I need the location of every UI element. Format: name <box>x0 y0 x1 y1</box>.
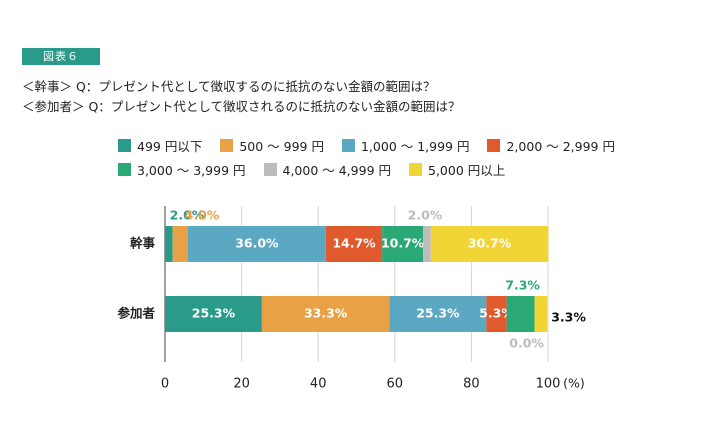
legend-label: 5,000 円以上 <box>428 162 506 178</box>
bar-segment <box>389 296 487 332</box>
legend-item: 500 ～ 999 円 <box>220 136 324 155</box>
data-label: 0.0% <box>509 336 544 351</box>
data-label: 5.3% <box>479 306 514 321</box>
bar-segment <box>165 226 173 262</box>
legend-item: 4,000 ～ 4,999 円 <box>263 160 392 179</box>
data-label: 25.3% <box>416 306 460 321</box>
question-organizer: ＜幹事＞ Q：プレゼント代として徴収するのに抵抗のない金額の範囲は？ <box>22 79 436 94</box>
legend-item: 5,000 円以上 <box>409 160 505 179</box>
data-label: 4.0% <box>185 208 220 223</box>
bar-segment <box>261 296 390 332</box>
legend-swatch <box>409 162 422 176</box>
data-label: 30.7% <box>468 236 512 251</box>
legend-item: 3,000 ～ 3,999 円 <box>118 160 246 179</box>
legend-swatch <box>118 162 131 176</box>
data-label: 25.3% <box>192 306 236 321</box>
data-label: 10.7% <box>381 236 425 251</box>
bar-segment <box>187 226 326 262</box>
data-label: 3.3% <box>551 310 586 325</box>
data-label: 33.3% <box>304 306 348 321</box>
legend-row-2: 3,000 ～ 3,999 円 4,000 ～ 4,999 円 5,000 円以… <box>118 157 678 181</box>
data-label: 7.3% <box>505 278 540 293</box>
legend-label: 1,000 ～ 1,999 円 <box>360 138 470 154</box>
bar-segment <box>506 296 535 332</box>
x-tick-label: 60 <box>387 377 404 392</box>
x-tick-label: 0 <box>161 377 169 392</box>
data-label: 2.0% <box>408 208 443 223</box>
chart-legend: 499 円以下 500 ～ 999 円 1,000 ～ 1,999 円 2,00… <box>118 133 678 181</box>
bar-segment <box>325 226 383 262</box>
legend-swatch <box>263 162 277 176</box>
legend-swatch <box>118 138 131 152</box>
legend-item: 2,000 ～ 2,999 円 <box>487 136 615 155</box>
bar-segment <box>382 226 424 262</box>
x-tick-label: 100 <box>536 377 561 392</box>
legend-item: 1,000 ～ 1,999 円 <box>341 136 470 155</box>
bar-segment <box>165 296 262 332</box>
bar-segment <box>486 296 507 332</box>
legend-swatch <box>487 138 501 152</box>
x-tick-label: 20 <box>233 377 250 392</box>
category-label: 参加者 <box>117 306 155 321</box>
legend-label: 500 ～ 999 円 <box>239 138 324 154</box>
legend-label: 3,000 ～ 3,999 円 <box>137 162 246 178</box>
question-participant: ＜参加者＞ Q：プレゼント代として徴収されるのに抵抗のない金額の範囲は？ <box>22 99 461 114</box>
figure-tag: 図表６ <box>22 48 100 65</box>
data-label: 36.0% <box>235 236 279 251</box>
legend-label: 4,000 ～ 4,999 円 <box>282 162 392 178</box>
legend-swatch <box>341 138 355 152</box>
bar-segment <box>430 226 549 262</box>
legend-item: 499 円以下 <box>118 136 202 155</box>
legend-label: 2,000 ～ 2,999 円 <box>506 138 615 154</box>
data-label: 2.0% <box>170 208 205 223</box>
x-tick-label: 40 <box>310 377 327 392</box>
bar-segment <box>423 226 431 262</box>
x-tick-label: 80 <box>463 377 480 392</box>
legend-row-1: 499 円以下 500 ～ 999 円 1,000 ～ 1,999 円 2,00… <box>118 133 678 157</box>
data-label: 14.7% <box>332 236 376 251</box>
category-label: 幹事 <box>130 236 156 251</box>
legend-label: 499 円以下 <box>137 138 203 154</box>
legend-swatch <box>220 138 234 152</box>
bar-segment <box>172 226 188 262</box>
bar-segment <box>534 296 548 332</box>
x-unit-label: (%) <box>563 376 585 391</box>
